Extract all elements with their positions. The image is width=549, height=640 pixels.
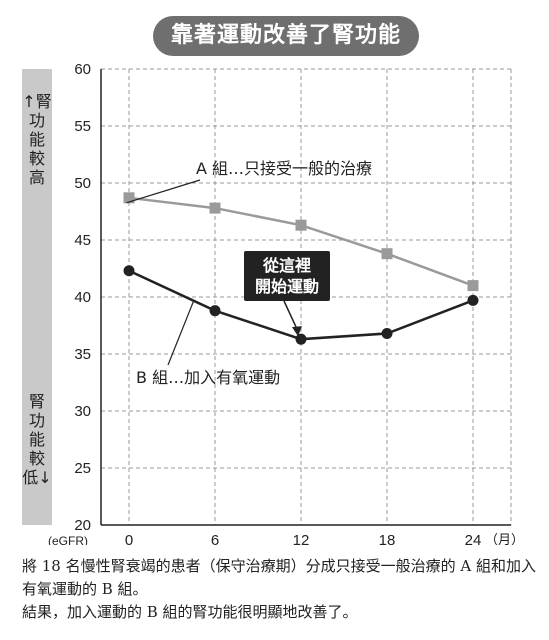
series-a-point-12 bbox=[295, 219, 307, 231]
egfr-line-chart: 20 25 30 35 40 45 50 55 60 0 6 12 18 24 (eGFR) （月） A 組… bbox=[48, 61, 524, 545]
y-tick-label-50: 50 bbox=[74, 175, 91, 192]
series-b bbox=[123, 265, 479, 345]
series-a-point-18 bbox=[381, 248, 393, 260]
x-tick-label-12: 12 bbox=[293, 532, 310, 545]
series-b-point-6 bbox=[209, 305, 221, 317]
axes bbox=[100, 69, 511, 526]
series-b-point-18 bbox=[381, 327, 393, 339]
x-tick-labels: 0 6 12 18 24 (eGFR) （月） bbox=[48, 532, 524, 545]
start-exercise-callout-arrowhead bbox=[292, 326, 302, 337]
caption: 將 18 名慢性腎衰竭的患者（保守治療期）分成只接受一般治療的 A 組和加入有氧… bbox=[22, 555, 537, 624]
y-tick-label-55: 55 bbox=[74, 118, 91, 135]
x-tick-label-24: 24 bbox=[465, 532, 482, 545]
y-tick-label-40: 40 bbox=[74, 289, 91, 306]
y-tick-labels: 20 25 30 35 40 45 50 55 60 bbox=[74, 61, 91, 534]
y-tick-label-25: 25 bbox=[74, 460, 91, 477]
series-b-point-24 bbox=[467, 294, 479, 306]
series-b-leader bbox=[167, 299, 195, 366]
start-exercise-callout-line-1: 從這裡 bbox=[262, 256, 311, 275]
series-a-point-0 bbox=[123, 192, 135, 204]
x-tick-label-6: 6 bbox=[211, 532, 219, 545]
caption-line-2: 結果，加入運動的 B 組的腎功能很明顯地改善了。 bbox=[22, 603, 358, 621]
series-a-label: A 組…只接受一般的治療 bbox=[196, 159, 372, 178]
y-tick-label-45: 45 bbox=[74, 232, 91, 249]
y-tick-label-60: 60 bbox=[74, 61, 91, 78]
y-axis-side-band bbox=[22, 69, 52, 525]
series-a-point-6 bbox=[209, 202, 221, 214]
x-axis-unit-label: （月） bbox=[485, 533, 524, 545]
start-exercise-callout-arrow-stem bbox=[283, 300, 299, 332]
chart-title: 靠著運動改善了腎功能 bbox=[153, 16, 419, 56]
lower-function-label: 腎功能較低↓ bbox=[22, 392, 52, 487]
series-a bbox=[123, 192, 479, 292]
y-axis-unit-label: (eGFR) bbox=[48, 534, 88, 545]
x-tick-label-18: 18 bbox=[379, 532, 396, 545]
series-a-point-24 bbox=[467, 280, 479, 292]
series-a-leader bbox=[126, 179, 201, 204]
series-b-point-12 bbox=[295, 333, 307, 345]
y-tick-label-20: 20 bbox=[74, 517, 91, 534]
caption-line-1: 將 18 名慢性腎衰竭的患者（保守治療期）分成只接受一般治療的 A 組和加入有氧… bbox=[22, 557, 536, 598]
series-b-label: B 組…加入有氧運動 bbox=[136, 368, 280, 387]
higher-function-label: ↑腎功能較高 bbox=[22, 92, 52, 187]
x-tick-label-0: 0 bbox=[125, 532, 133, 545]
start-exercise-callout-box bbox=[244, 251, 330, 301]
y-tick-label-35: 35 bbox=[74, 346, 91, 363]
y-tick-label-30: 30 bbox=[74, 403, 91, 420]
start-exercise-callout-line-2: 開始運動 bbox=[255, 277, 319, 296]
series-b-point-0 bbox=[123, 265, 135, 277]
